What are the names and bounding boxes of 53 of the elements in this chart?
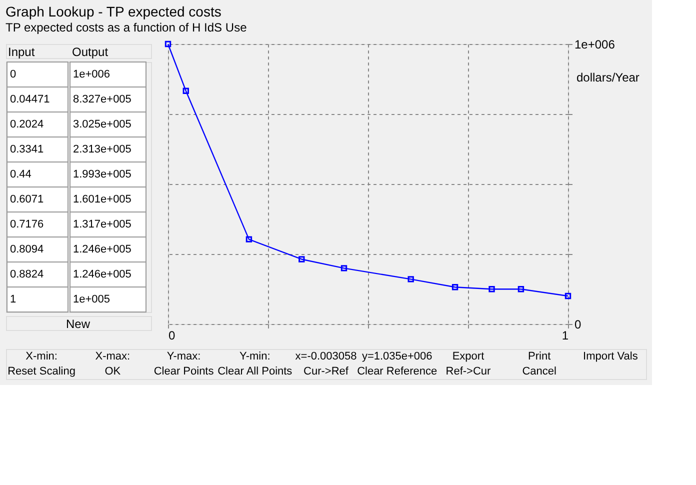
category-label: 0.6071 [10, 194, 44, 206]
text: 1.317e+005 [73, 218, 132, 230]
text: Cancel [522, 366, 556, 378]
chart-title: Graph Lookup - TP expected costs [6, 4, 222, 20]
category-label: 0.8094 [10, 244, 44, 256]
text: Clear Points [154, 366, 214, 378]
text: Input [8, 45, 36, 59]
point [452, 284, 458, 290]
text: Reset Scaling [8, 366, 76, 378]
text: X-max: [95, 350, 130, 362]
text: 8.327e+005 [73, 94, 132, 106]
text: Y-max: [166, 350, 201, 362]
point [564, 292, 572, 300]
text: X-min: [26, 350, 58, 362]
text: 1.246e+005 [73, 244, 132, 256]
category-label: 0.04471 [10, 94, 50, 106]
point [298, 256, 305, 262]
text: y=1.035e+006 [362, 350, 432, 362]
text: 1e+006 [73, 68, 110, 80]
category-label: 0.2024 [10, 118, 44, 130]
point [488, 286, 495, 292]
text: x=-0.003058 [295, 350, 357, 362]
text: 2.313e+005 [73, 144, 132, 156]
chart-subtitle: TP expected costs as a function of H IdS Use [6, 20, 248, 34]
text: 1e+005 [73, 294, 110, 306]
text: Y-min: [240, 350, 270, 362]
text: Print [528, 350, 551, 362]
text: Output [72, 45, 109, 59]
category-label: 0.44 [10, 168, 32, 180]
point [408, 276, 414, 282]
text: Import Vals [583, 350, 638, 362]
point [518, 286, 524, 292]
category-label: 0 [10, 68, 16, 80]
text: Export [452, 350, 484, 362]
text: 3.025e+005 [73, 118, 132, 130]
point [340, 265, 348, 272]
text: OK [104, 366, 122, 378]
text: Clear All Points [218, 366, 293, 378]
text: 1.993e+005 [73, 168, 132, 180]
text: Ref->Cur [446, 366, 492, 378]
text: 1.246e+005 [73, 268, 132, 280]
point [182, 88, 189, 94]
category-label: 0.3341 [10, 144, 44, 156]
y-axis-title: dollars/Year [576, 70, 640, 84]
category-label: 0.7176 [10, 218, 44, 230]
text: Clear Reference [357, 366, 438, 378]
category-label: 1 [10, 294, 16, 306]
point [164, 40, 172, 48]
text: New [66, 317, 90, 331]
point [246, 236, 252, 242]
text: Cur->Ref [304, 366, 350, 378]
text: 1.601e+005 [73, 194, 132, 206]
category-label: 0.8824 [10, 268, 44, 280]
